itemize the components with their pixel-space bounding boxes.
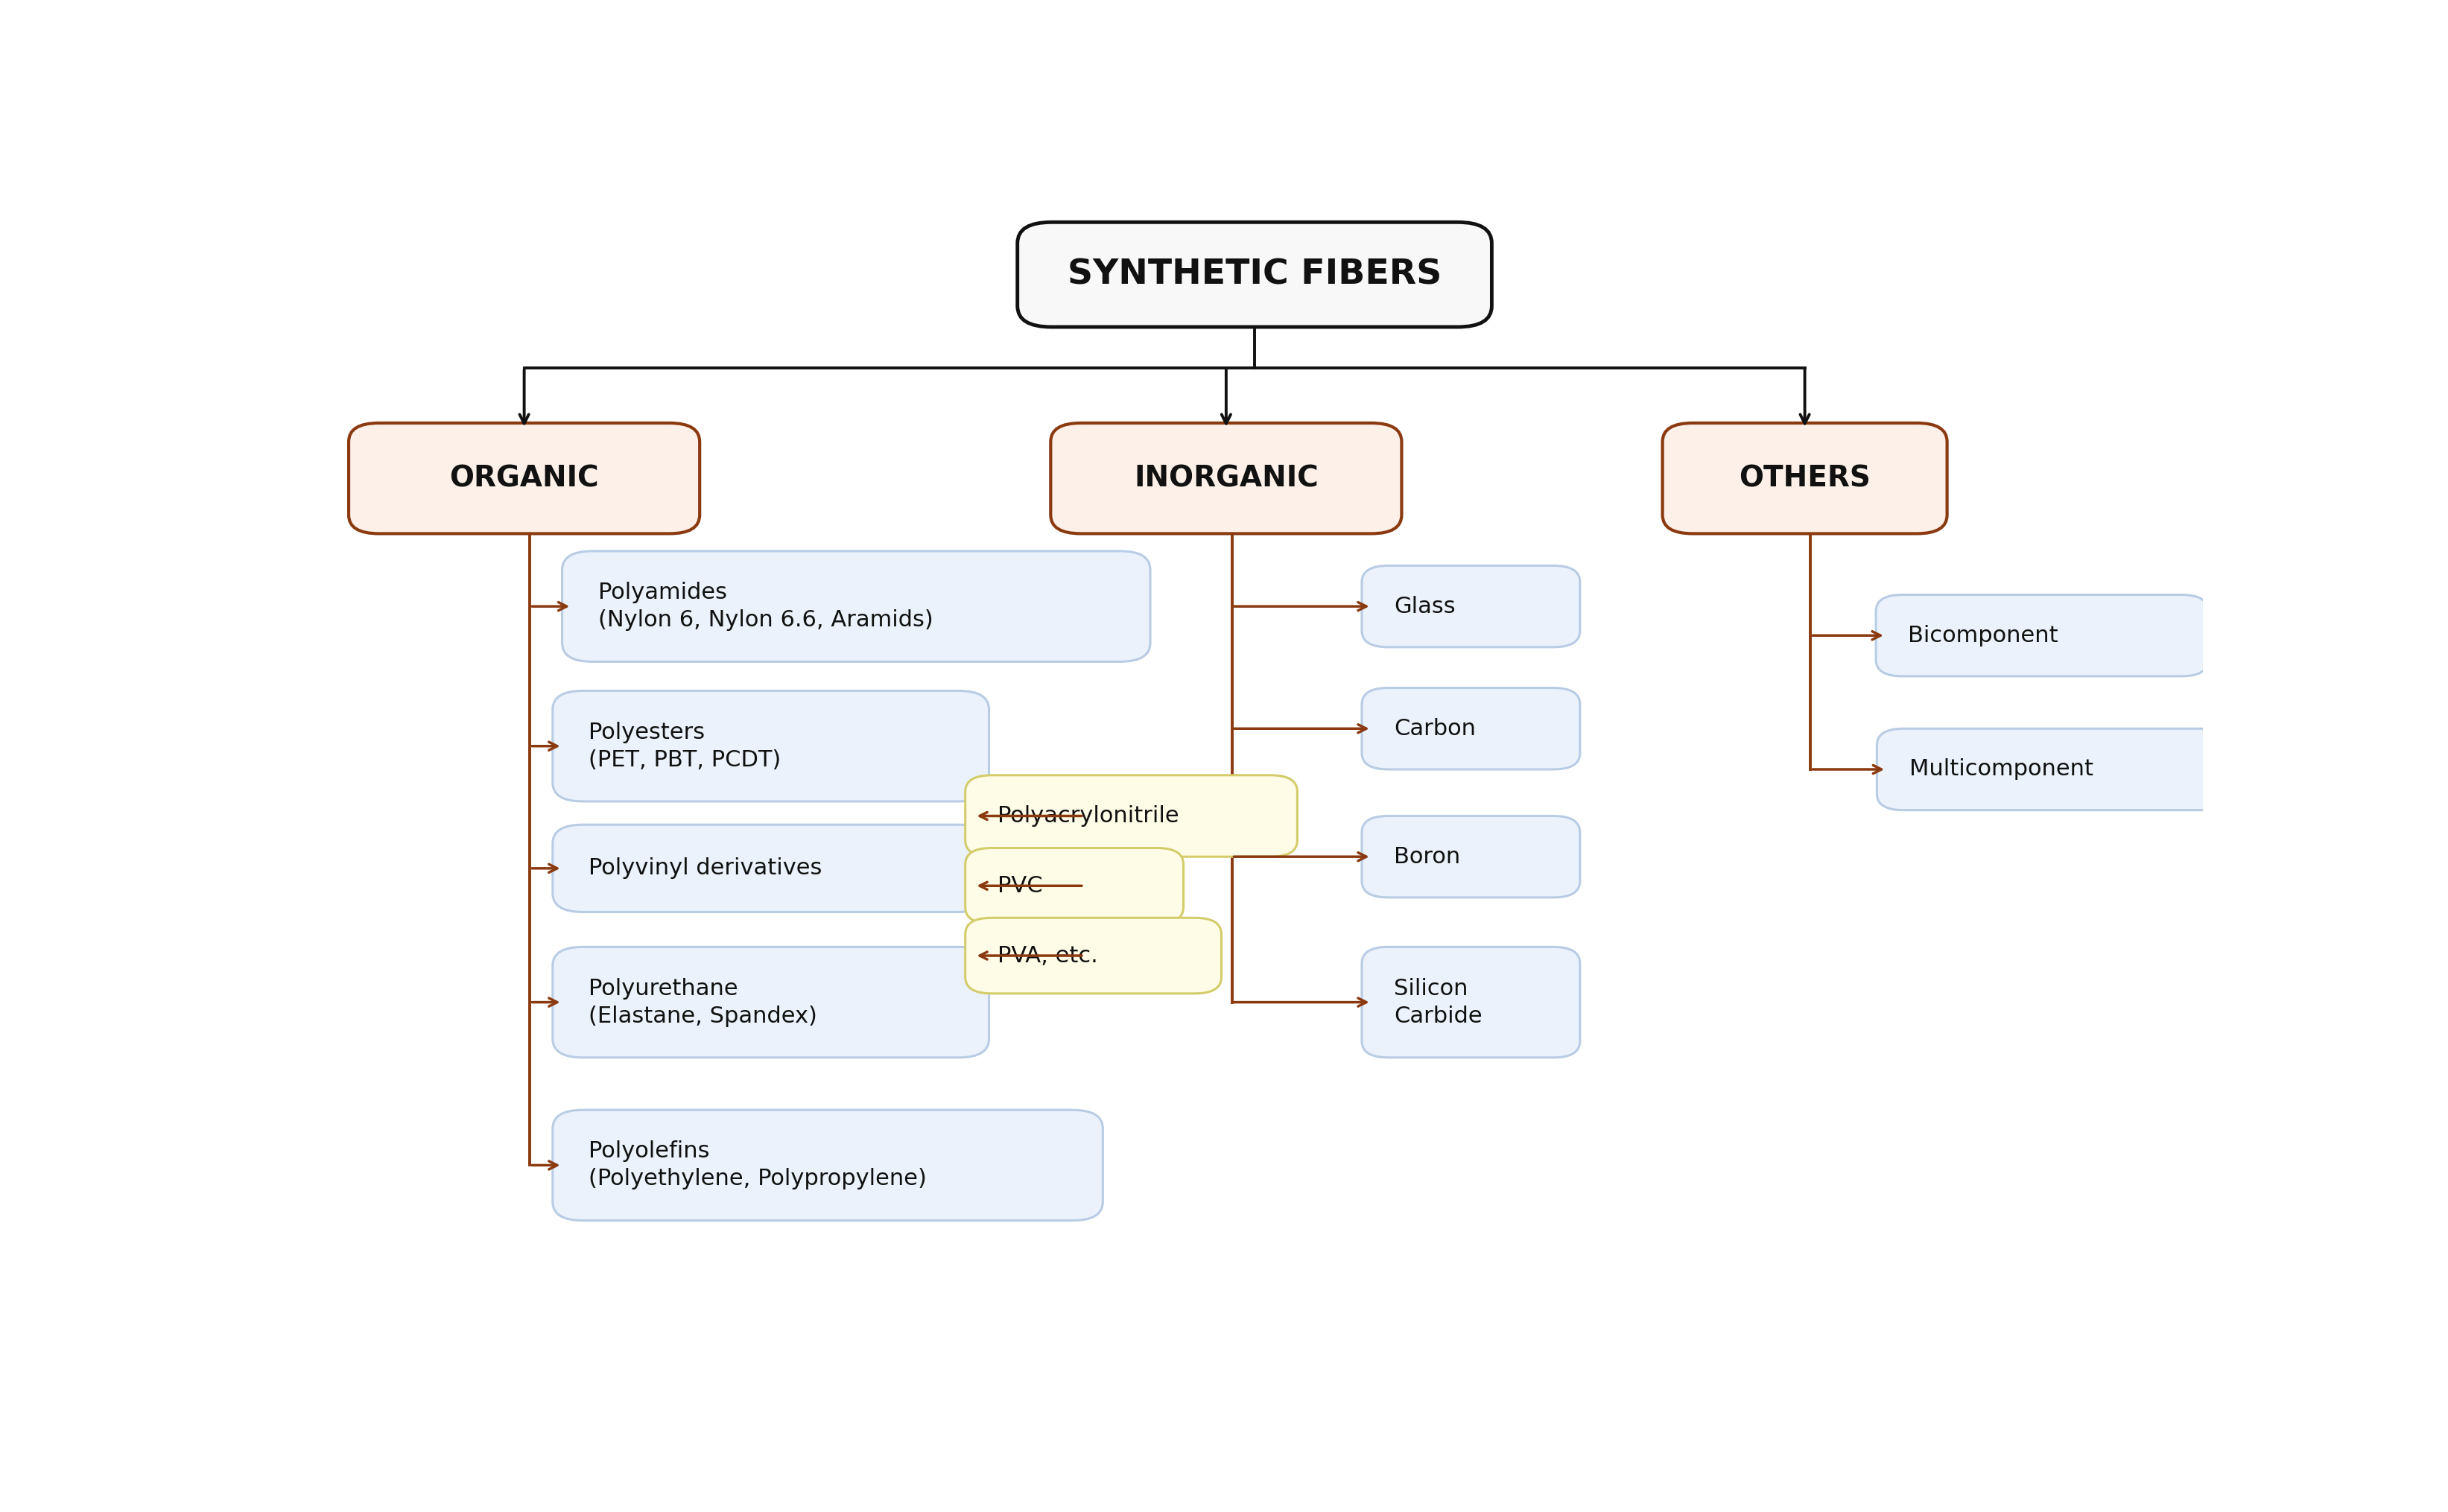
FancyBboxPatch shape xyxy=(1875,594,2208,676)
FancyBboxPatch shape xyxy=(1361,947,1579,1057)
Text: Polyamides
(Nylon 6, Nylon 6.6, Aramids): Polyamides (Nylon 6, Nylon 6.6, Aramids) xyxy=(597,582,933,631)
Text: PVA, etc.: PVA, etc. xyxy=(996,945,1097,966)
Text: Glass: Glass xyxy=(1393,596,1457,617)
FancyBboxPatch shape xyxy=(553,691,989,801)
FancyBboxPatch shape xyxy=(553,947,989,1057)
Text: Polyvinyl derivatives: Polyvinyl derivatives xyxy=(588,857,823,878)
FancyBboxPatch shape xyxy=(1662,423,1946,534)
FancyBboxPatch shape xyxy=(1361,816,1579,898)
FancyBboxPatch shape xyxy=(1018,222,1491,327)
FancyBboxPatch shape xyxy=(1878,729,2257,810)
Text: SYNTHETIC FIBERS: SYNTHETIC FIBERS xyxy=(1067,259,1442,292)
FancyBboxPatch shape xyxy=(553,824,989,912)
FancyBboxPatch shape xyxy=(1361,688,1579,770)
Text: OTHERS: OTHERS xyxy=(1738,464,1870,493)
FancyBboxPatch shape xyxy=(348,423,700,534)
Text: PVC: PVC xyxy=(996,875,1043,897)
Text: ORGANIC: ORGANIC xyxy=(450,464,600,493)
Text: Polyurethane
(Elastane, Spandex): Polyurethane (Elastane, Spandex) xyxy=(588,978,818,1027)
FancyBboxPatch shape xyxy=(965,848,1182,924)
Text: Polyesters
(PET, PBT, PCDT): Polyesters (PET, PBT, PCDT) xyxy=(588,721,781,771)
Text: Multicomponent: Multicomponent xyxy=(1909,759,2093,780)
Text: Polyolefins
(Polyethylene, Polypropylene): Polyolefins (Polyethylene, Polypropylene… xyxy=(588,1140,928,1190)
Text: INORGANIC: INORGANIC xyxy=(1133,464,1319,493)
FancyBboxPatch shape xyxy=(1361,565,1579,647)
FancyBboxPatch shape xyxy=(1050,423,1403,534)
FancyBboxPatch shape xyxy=(563,550,1151,662)
Text: Boron: Boron xyxy=(1393,845,1461,868)
Text: Silicon
Carbide: Silicon Carbide xyxy=(1393,978,1483,1027)
FancyBboxPatch shape xyxy=(553,1110,1102,1220)
Text: Bicomponent: Bicomponent xyxy=(1907,624,2059,646)
FancyBboxPatch shape xyxy=(965,776,1297,857)
FancyBboxPatch shape xyxy=(965,918,1222,993)
Text: Carbon: Carbon xyxy=(1393,718,1476,739)
Text: Polyacrylonitrile: Polyacrylonitrile xyxy=(996,806,1180,827)
